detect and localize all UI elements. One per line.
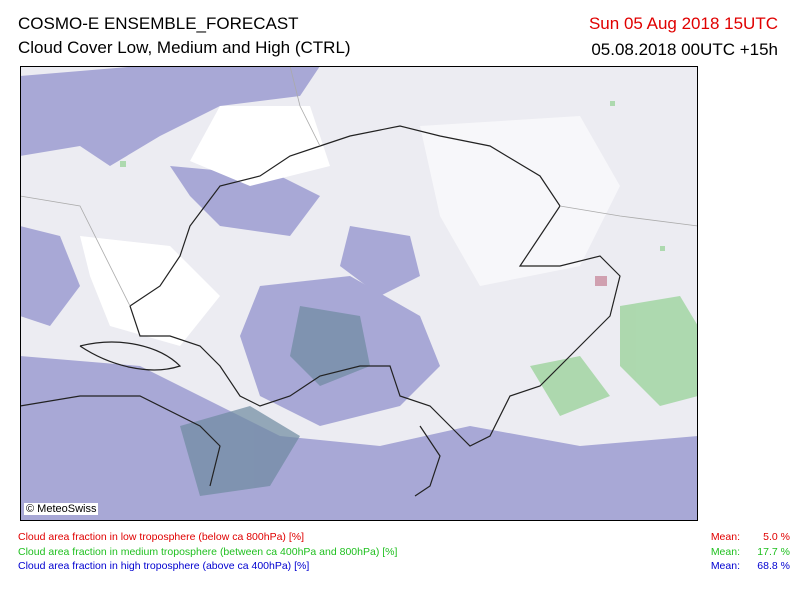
mean-value: 17.7 % — [757, 545, 790, 558]
mean-label: Mean: — [710, 545, 740, 558]
legend-mean: Mean: 17.7 % — [711, 546, 790, 558]
mean-value: 5.0 % — [763, 531, 790, 543]
map-frame — [20, 66, 698, 521]
medium-cloud — [120, 101, 698, 416]
map — [20, 66, 698, 521]
subtitle: Cloud Cover Low, Medium and High (CTRL) — [18, 38, 351, 57]
valid-time: Sun 05 Aug 2018 15UTC — [588, 14, 778, 33]
medium-cloud — [180, 306, 370, 496]
high-cloud — [20, 66, 698, 521]
legend-label: Cloud area fraction in medium tropospher… — [18, 545, 398, 558]
legend-mean: Mean: 5.0 % — [711, 531, 790, 543]
legend-label: Cloud area fraction in high troposphere … — [18, 560, 310, 572]
mean-label: Mean: — [710, 531, 740, 543]
low-cloud — [595, 276, 607, 286]
mean-value: 68.8 % — [757, 560, 790, 572]
legend-label: Cloud area fraction in low troposphere (… — [18, 531, 304, 543]
mean-label: Mean: — [710, 560, 740, 572]
copyright: © MeteoSwiss — [24, 503, 99, 515]
clear-area — [80, 106, 620, 346]
borders — [20, 125, 621, 497]
legend-mean: Mean: 68.8 % — [711, 560, 790, 572]
run-time: 05.08.2018 00UTC +15h — [591, 40, 778, 59]
title: COSMO-E ENSEMBLE_FORECAST — [18, 14, 299, 33]
borders — [20, 66, 698, 307]
